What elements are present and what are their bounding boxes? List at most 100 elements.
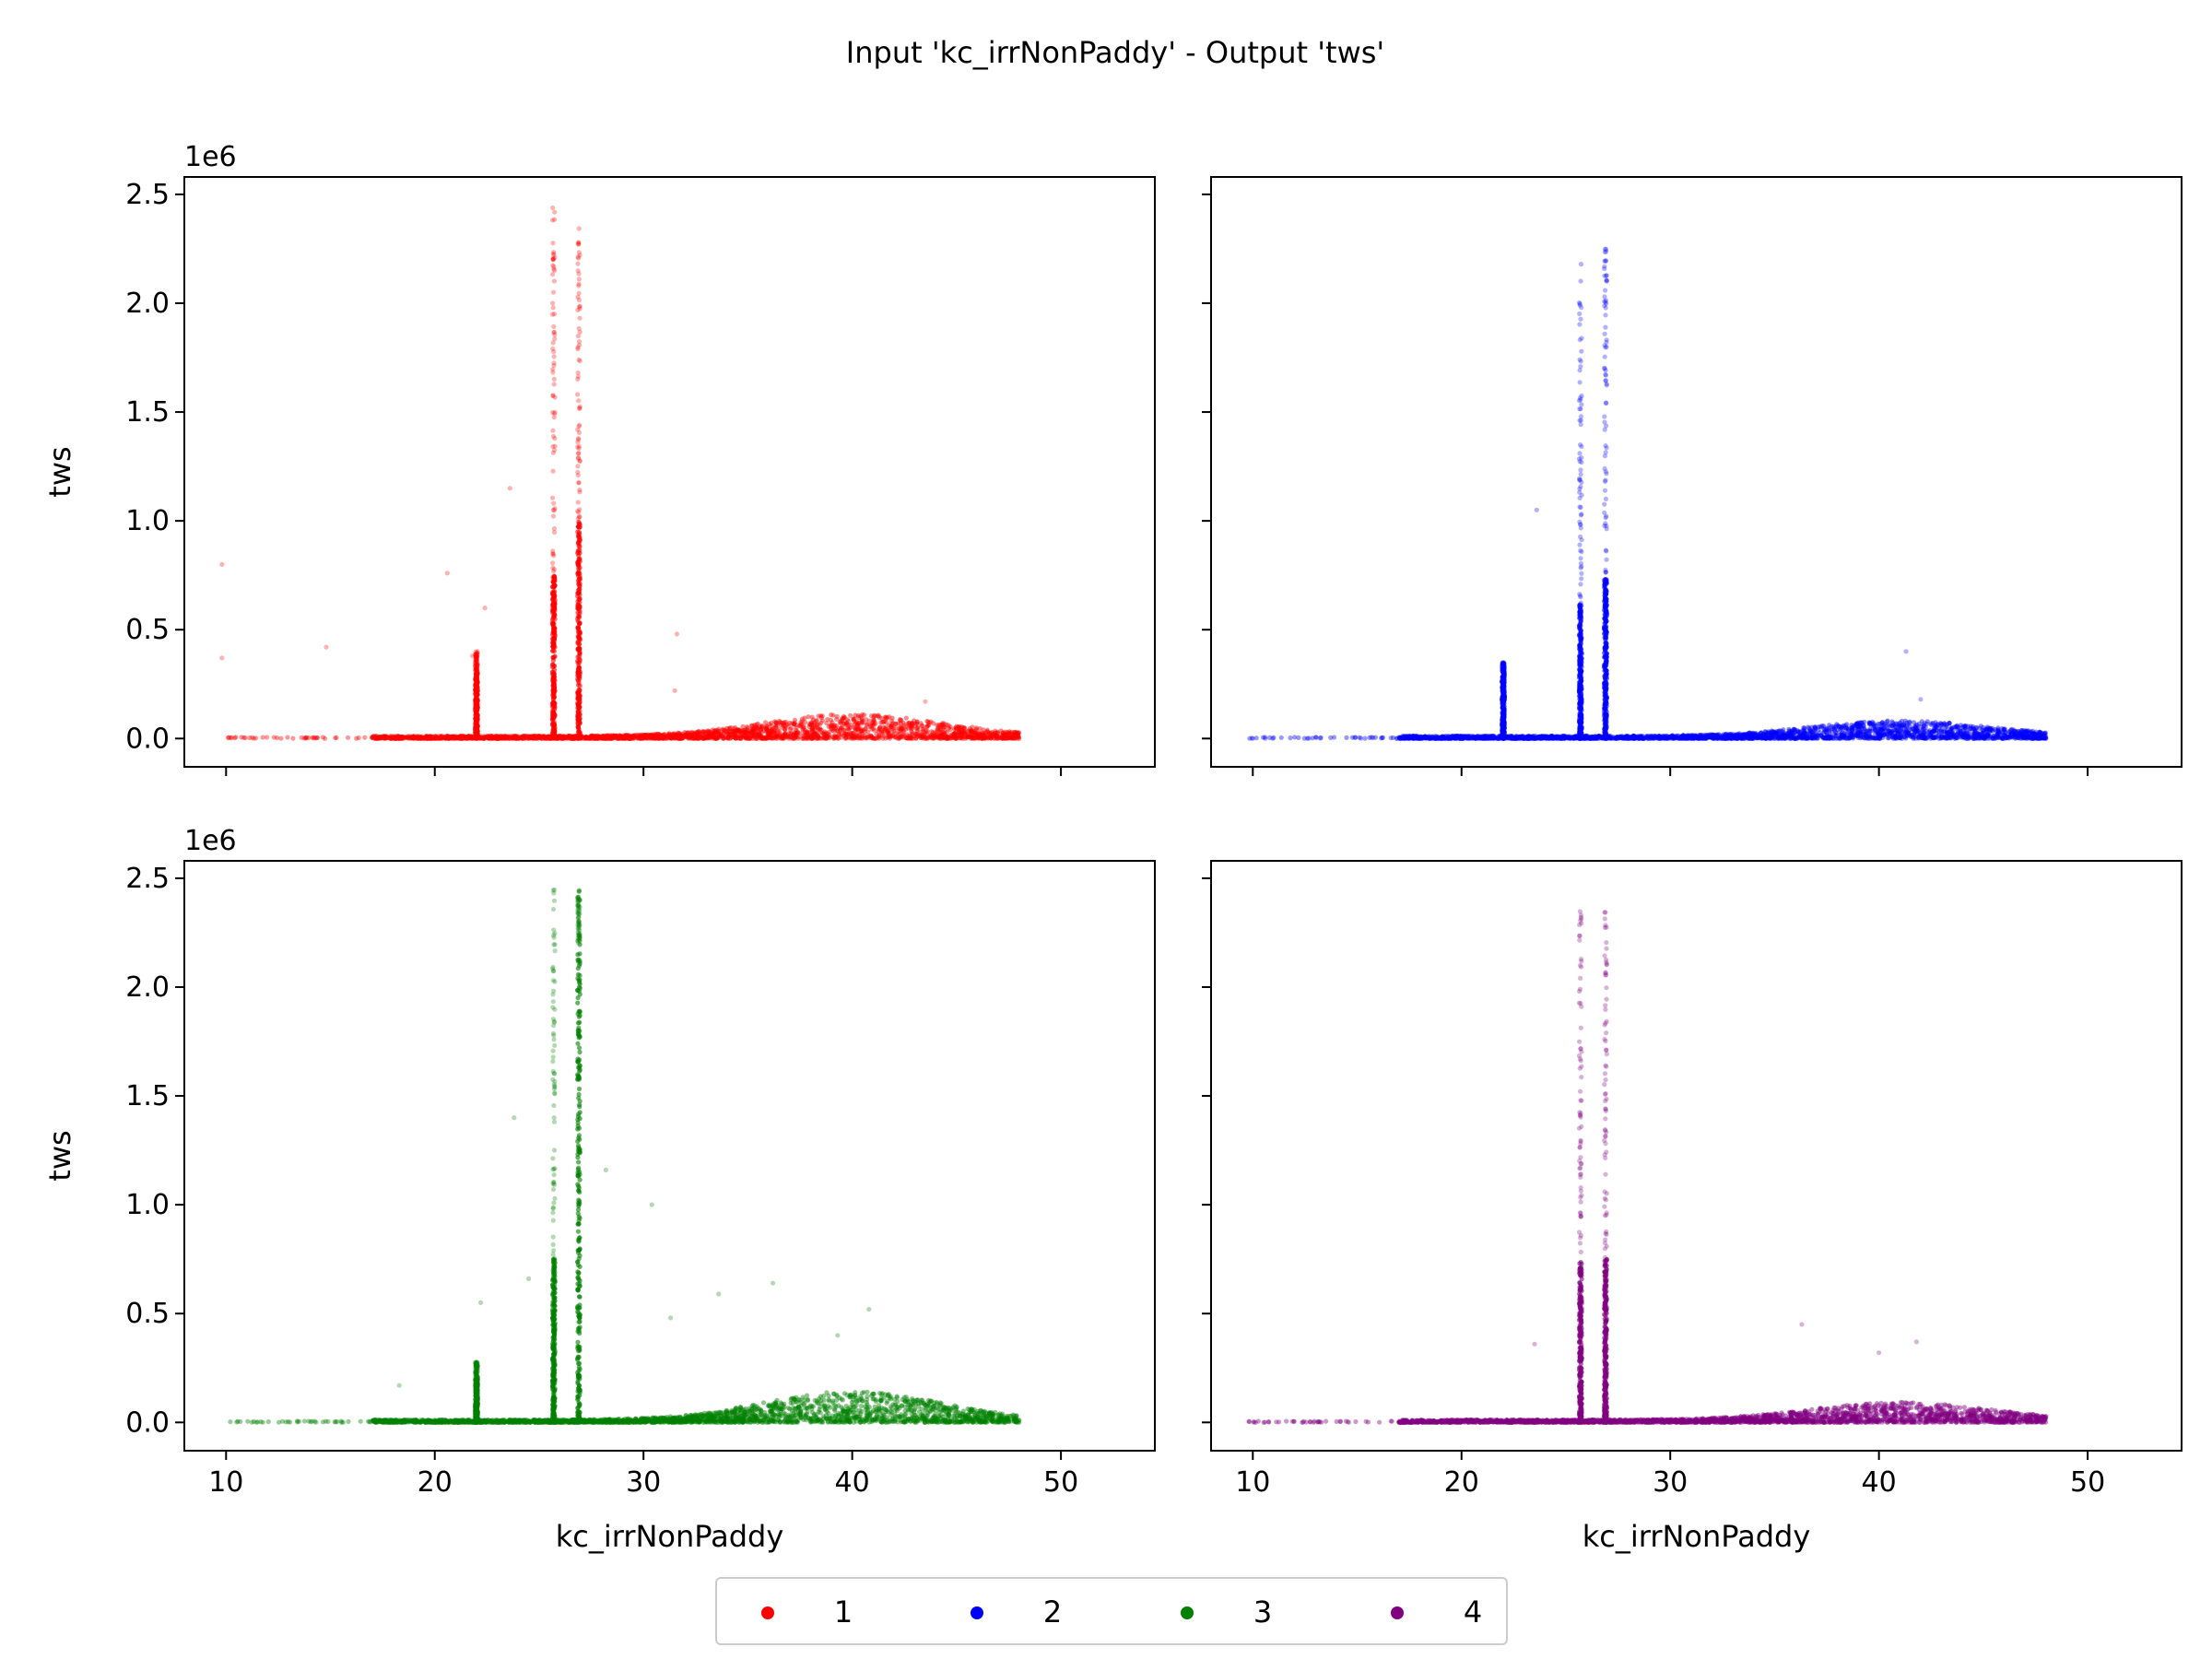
y-tick-label: 1.5: [125, 396, 170, 429]
scatter-point: [776, 718, 782, 724]
scatter-point: [619, 735, 626, 741]
scatter-point: [455, 735, 461, 741]
scatter-point: [833, 734, 840, 739]
scatter-point: [370, 734, 375, 740]
scatter-point: [543, 735, 548, 741]
scatter-point: [656, 734, 662, 740]
scatter-point: [938, 729, 944, 735]
scatter-point: [229, 735, 234, 740]
scatter-point: [577, 406, 582, 411]
scatter-point: [758, 733, 763, 738]
scatter-point: [773, 735, 779, 741]
scatter-point: [841, 733, 847, 738]
scatter-point: [1818, 724, 1824, 730]
scatter-point: [526, 735, 532, 741]
scatter-point: [333, 735, 338, 741]
scatter-point: [655, 735, 661, 741]
scatter-point: [644, 733, 650, 738]
scatter-point: [536, 735, 542, 741]
scatter-point: [921, 735, 926, 741]
scatter-point: [565, 735, 571, 740]
scatter-point: [465, 735, 470, 741]
scatter-point: [818, 720, 824, 725]
scatter-point: [677, 735, 683, 741]
scatter-point: [659, 733, 665, 738]
scatter-point: [668, 735, 674, 741]
scatter-point: [944, 735, 949, 741]
scatter-point: [807, 732, 814, 737]
scatter-point: [607, 735, 613, 740]
scatter-point: [511, 735, 517, 740]
scatter-point: [959, 732, 965, 737]
scatter-point: [388, 734, 394, 739]
scatter-point: [801, 724, 806, 729]
scatter-point: [1845, 725, 1852, 731]
scatter-point: [453, 735, 458, 740]
scatter-point: [645, 735, 651, 741]
scatter-point: [798, 722, 805, 727]
scatter-point: [816, 734, 821, 739]
scatter-point: [465, 735, 470, 741]
scatter-point: [853, 735, 858, 740]
scatter-point: [677, 735, 683, 741]
scatter-point: [890, 725, 896, 731]
scatter-point: [813, 731, 818, 736]
scatter-point: [764, 724, 770, 730]
scatter-point: [898, 717, 903, 724]
scatter-point: [511, 735, 516, 741]
scatter-point: [748, 730, 754, 735]
scatter-point: [1650, 735, 1655, 740]
scatter-point: [757, 731, 762, 736]
scatter-point: [893, 731, 899, 736]
scatter-point: [920, 726, 926, 733]
scatter-point: [433, 735, 439, 740]
scatter-point: [952, 735, 959, 741]
scatter-point: [388, 735, 394, 741]
scatter-point: [424, 735, 429, 741]
scatter-point: [674, 733, 679, 738]
scatter-point: [558, 735, 563, 741]
scatter-point: [681, 733, 687, 739]
scatter-point: [626, 733, 631, 739]
scatter-point: [703, 735, 709, 741]
scatter-point: [433, 735, 439, 741]
scatter-point: [444, 735, 450, 740]
scatter-point: [712, 731, 717, 736]
scatter-point: [576, 255, 582, 261]
scatter-point: [908, 735, 914, 740]
scatter-point: [534, 735, 539, 740]
scatter-point: [1012, 735, 1018, 741]
scatter-point: [523, 734, 528, 740]
scatter-point: [1002, 732, 1008, 737]
scatter-point: [704, 735, 711, 740]
scatter-point: [992, 731, 997, 736]
scatter-point: [505, 735, 511, 741]
scatter-point: [444, 735, 451, 741]
scatter-point: [747, 735, 752, 741]
scatter-point: [707, 729, 712, 735]
scatter-point: [951, 731, 957, 736]
scatter-point: [538, 735, 545, 740]
scatter-point: [823, 735, 829, 741]
scatter-point: [940, 729, 946, 735]
scatter-point: [962, 731, 968, 736]
scatter-point: [544, 735, 550, 741]
scatter-point: [746, 735, 751, 740]
scatter-point: [829, 724, 834, 729]
scatter-point: [883, 726, 888, 732]
scatter-point: [1001, 732, 1006, 737]
scatter-point: [809, 729, 815, 735]
scatter-point: [450, 734, 455, 739]
scatter-point: [374, 735, 381, 741]
scatter-point: [1984, 724, 1990, 730]
scatter-point: [905, 734, 912, 739]
scatter-point: [576, 276, 582, 282]
scatter-point: [923, 699, 928, 704]
scatter-point: [747, 735, 753, 741]
scatter-point: [382, 735, 388, 740]
scatter-point: [520, 735, 525, 741]
scatter-point: [474, 664, 479, 669]
scatter-point: [809, 735, 815, 741]
scatter-point: [527, 735, 533, 741]
scatter-point: [637, 732, 643, 737]
